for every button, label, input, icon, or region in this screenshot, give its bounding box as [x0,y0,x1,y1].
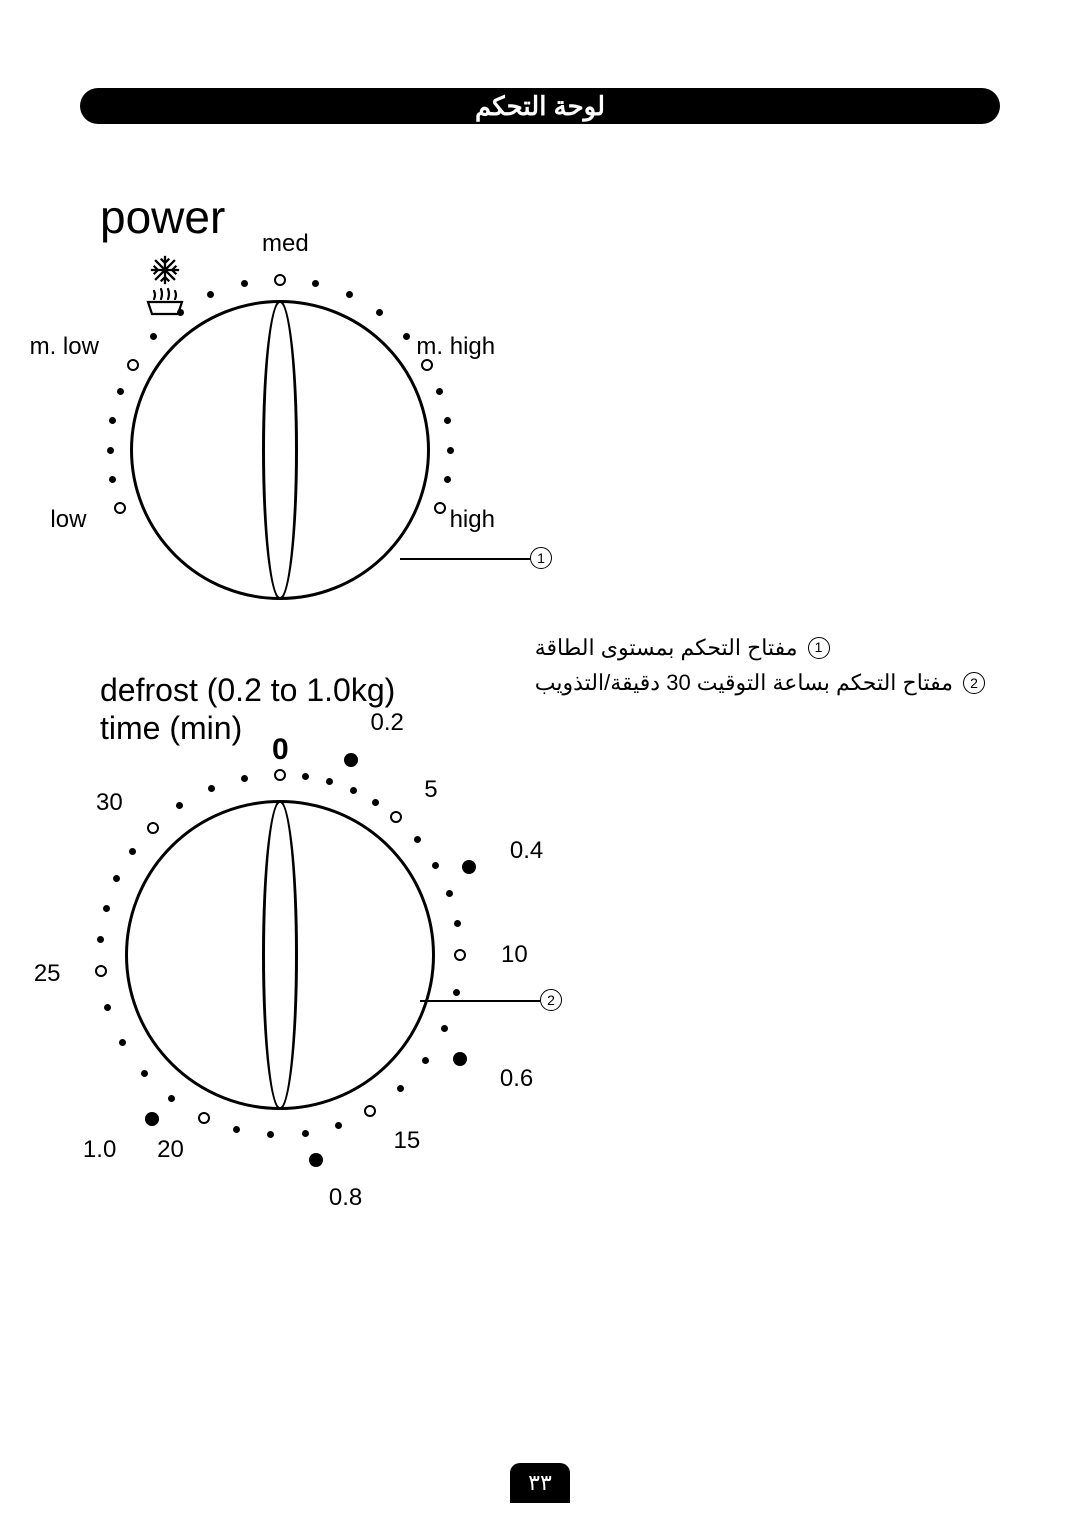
timer-small-dot [302,773,309,780]
timer-small-dot [335,1122,342,1129]
timer-small-dot [326,778,333,785]
timer-zero-ring [274,769,286,781]
defrost-title: defrost (0.2 to 1.0kg) time (min) [100,671,395,748]
timer-small-dot [372,799,379,806]
legend-text-1: مفتاح التحكم بمستوى الطاقة [535,630,798,665]
timer-open-3 [198,1112,210,1124]
timer-open-1 [454,949,466,961]
power-dot [447,447,454,454]
callout-2: 2 [540,989,562,1011]
header-bar: لوحة التحكم [80,88,1000,124]
timer-small-dot [453,989,460,996]
power-major-1 [127,359,139,371]
power-dot [117,388,124,395]
timer-small-dot [233,1126,240,1133]
legend-text-2: مفتاح التحكم بساعة التوقيت 30 دقيقة/التذ… [535,665,953,700]
header-title: لوحة التحكم [475,91,605,122]
callout-2-text: 2 [547,992,555,1008]
legend-circle-2: 2 [963,672,985,694]
legend: 1 مفتاح التحكم بمستوى الطاقة 2 مفتاح الت… [535,630,985,700]
timer-weight-label-4: 1.0 [83,1136,116,1164]
timer-open-0 [390,811,402,823]
timer-small-dot [104,1004,111,1011]
timer-small-dot [397,1085,404,1092]
timer-open-5 [147,822,159,834]
timer-small-dot [141,1070,148,1077]
timer-small-dot [422,1057,429,1064]
callout-1-text: 1 [537,550,545,566]
leader-line-1 [400,558,530,560]
power-dot [207,291,214,298]
power-dot [312,280,319,287]
timer-open-4 [95,965,107,977]
timer-weight-label-1: 0.4 [510,837,543,865]
power-dot [177,309,184,316]
power-dot [403,333,410,340]
power-dot [109,476,116,483]
timer-weight-label-0: 0.2 [370,709,403,737]
page-number: ٣٣ [510,1463,570,1503]
power-title: power [100,190,225,244]
power-dot [150,333,157,340]
power-pointer [262,300,298,600]
power-label-4: high [450,506,495,534]
timer-small-dot [414,836,421,843]
timer-small-dot [446,890,453,897]
timer-small-dot [302,1130,309,1137]
timer-small-dot [129,848,136,855]
timer-time-label-1: 10 [501,941,528,969]
timer-small-dot [113,875,120,882]
timer-small-dot [350,787,357,794]
timer-weight-dot-3 [309,1153,323,1167]
timer-weight-dot-0 [344,753,358,767]
timer-weight-dot-4 [145,1112,159,1126]
timer-weight-dot-2 [453,1052,467,1066]
power-label-2: med [262,230,309,258]
timer-small-dot [119,1039,126,1046]
legend-row-1: 1 مفتاح التحكم بمستوى الطاقة [535,630,985,665]
timer-small-dot [441,1025,448,1032]
leader-line-2 [420,1000,540,1002]
timer-time-label-0: 5 [424,776,437,804]
timer-pointer [262,800,298,1110]
callout-1: 1 [530,547,552,569]
power-dot [444,476,451,483]
timer-small-dot [103,905,110,912]
timer-small-dot [208,785,215,792]
power-dot [436,388,443,395]
power-dot [346,291,353,298]
timer-small-dot [267,1131,274,1138]
power-dot [109,417,116,424]
power-major-2 [274,274,286,286]
timer-time-label-4: 25 [34,960,61,988]
snowflake-icon [148,253,182,287]
power-label-0: low [50,506,86,534]
power-dot [444,417,451,424]
power-label-1: m. low [30,333,99,361]
power-major-0 [114,502,126,514]
timer-open-2 [364,1105,376,1117]
legend-row-2: 2 مفتاح التحكم بساعة التوقيت 30 دقيقة/ال… [535,665,985,700]
power-dot [107,447,114,454]
timer-time-label-5: 30 [96,789,123,817]
timer-small-dot [176,802,183,809]
legend-circle-1: 1 [808,637,830,659]
timer-weight-dot-1 [462,860,476,874]
defrost-line1: defrost (0.2 to 1.0kg) [100,672,395,708]
timer-small-dot [454,920,461,927]
timer-small-dot [97,936,104,943]
power-dot [241,280,248,287]
timer-small-dot [432,862,439,869]
timer-zero-label: 0 [272,733,289,767]
timer-weight-label-2: 0.6 [500,1065,533,1093]
timer-time-label-3: 20 [157,1136,184,1164]
power-major-4 [434,502,446,514]
power-label-3: m. high [416,333,495,361]
timer-small-dot [241,775,248,782]
timer-time-label-2: 15 [394,1127,421,1155]
timer-small-dot [168,1095,175,1102]
timer-weight-label-3: 0.8 [329,1184,362,1212]
power-dot [376,309,383,316]
defrost-line2: time (min) [100,710,242,746]
